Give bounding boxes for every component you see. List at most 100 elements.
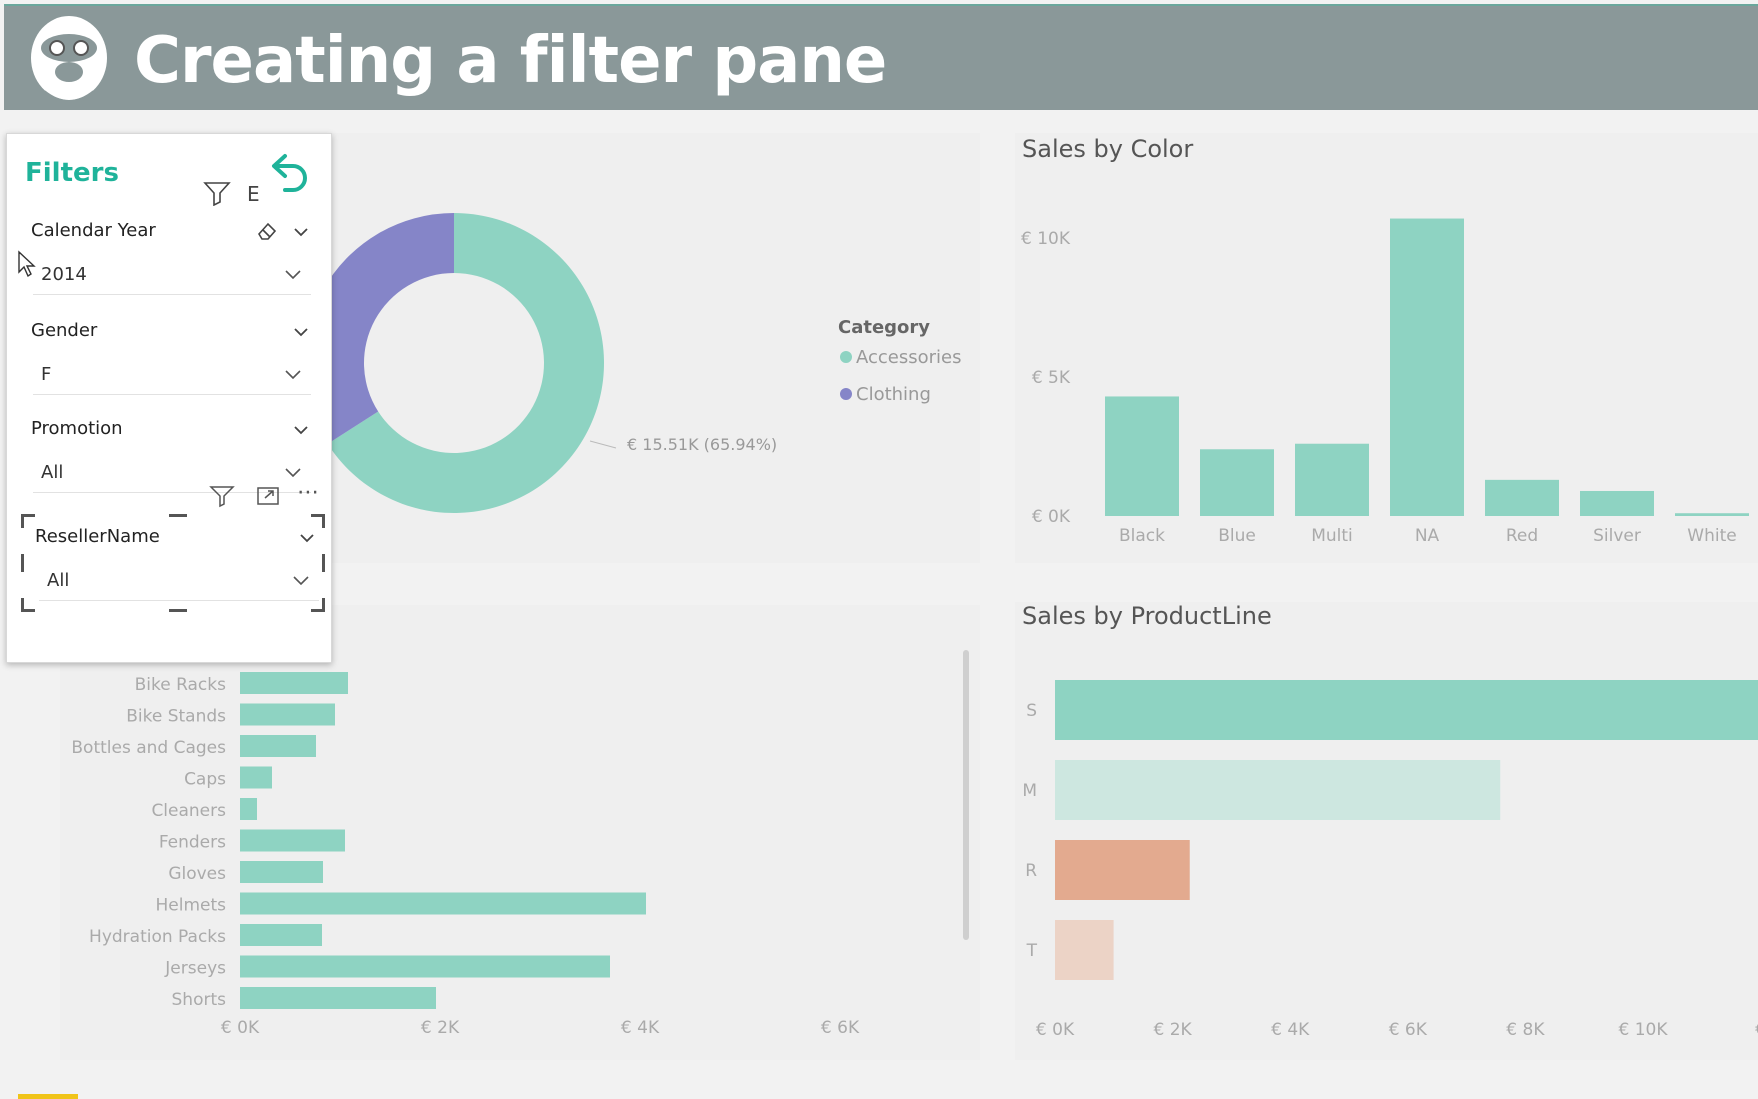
bar-shorts[interactable] (240, 987, 436, 1009)
more-options-icon[interactable]: ⋯ (297, 480, 320, 505)
bar-helmets[interactable] (240, 892, 646, 915)
filter-card-label: Promotion (31, 418, 123, 439)
dropdown-value: F (41, 364, 52, 385)
x-tick-label: White (1687, 526, 1736, 546)
bar-multi[interactable] (1295, 443, 1369, 516)
y-tick-label: Bike Stands (126, 707, 226, 727)
filter-card-gender[interactable]: Gender F (17, 310, 323, 398)
y-tick-label: Gloves (168, 864, 226, 884)
report-header: Creating a filter pane (4, 4, 1758, 110)
selection-corner[interactable] (322, 598, 325, 612)
resize-handle-left[interactable] (21, 554, 24, 572)
legend-dot-clothing (840, 388, 852, 400)
bar-black[interactable] (1105, 396, 1179, 516)
bar-na[interactable] (1390, 218, 1464, 516)
selection-corner[interactable] (311, 609, 325, 612)
bar-productline-r[interactable] (1055, 840, 1190, 900)
category-sales-chart[interactable]: Bike Racks Bike Stands Bottles and Cages Ca… (60, 605, 980, 1060)
resize-handle-top[interactable] (169, 514, 187, 517)
sales-by-productline-panel[interactable]: Sales by ProductLine S M R T € 0K € 2K € 4K € 6… (1015, 602, 1758, 1060)
funnel-icon[interactable] (203, 180, 231, 206)
bar-blue[interactable] (1200, 449, 1274, 516)
filter-card-calendar-year[interactable]: Calendar Year 2014 (17, 210, 323, 298)
y-tick-label: T (1026, 941, 1038, 961)
x-tick-label: € 10K (1619, 1020, 1669, 1040)
bar-gloves[interactable] (240, 861, 323, 883)
chevron-down-icon[interactable] (293, 224, 309, 240)
chevron-down-icon[interactable] (299, 530, 315, 546)
bar-white[interactable] (1675, 513, 1749, 516)
legend-item-clothing[interactable]: Clothing (840, 384, 931, 405)
chevron-down-icon (285, 270, 301, 280)
selection-corner[interactable] (21, 609, 35, 612)
legend-dot-accessories (840, 351, 852, 363)
partial-text: E (247, 182, 260, 206)
legend-item-accessories[interactable]: Accessories (840, 347, 962, 368)
x-tick-label: Red (1506, 526, 1538, 546)
donut-slice-clothing[interactable] (304, 213, 454, 444)
bar-caps[interactable] (240, 766, 272, 789)
promotion-dropdown[interactable]: All (33, 452, 311, 493)
filter-pane[interactable]: Filters E Calendar Year 2014 Gender F Pr… (6, 133, 332, 663)
gender-dropdown[interactable]: F (33, 354, 311, 395)
selection-corner[interactable] (21, 514, 35, 517)
bar-silver[interactable] (1580, 490, 1654, 516)
donut-data-label: € 15.51K (65.94%) (627, 435, 778, 454)
filter-card-promotion[interactable]: Promotion All (17, 408, 323, 496)
y-tick-label: R (1025, 861, 1037, 881)
bar-bike-racks[interactable] (240, 672, 348, 694)
x-tick-label: € 4K (621, 1018, 660, 1038)
undo-arrow-icon[interactable] (265, 152, 315, 202)
filter-card-reseller-name[interactable]: ResellerName All (21, 514, 331, 612)
x-tick-label: € 0K (1036, 1020, 1075, 1040)
dropdown-value: All (41, 462, 64, 483)
donut-panel[interactable]: € 15.51K (65.94%) Category Accessories C… (300, 133, 980, 563)
donut-chart[interactable] (300, 133, 980, 563)
bar-bottles-and-cages[interactable] (240, 735, 316, 757)
selection-corner[interactable] (322, 514, 325, 528)
eraser-icon[interactable] (255, 220, 279, 242)
calendar-year-dropdown[interactable]: 2014 (33, 254, 311, 295)
chevron-down-icon[interactable] (293, 324, 309, 340)
chevron-down-icon[interactable] (293, 422, 309, 438)
scrollbar[interactable] (963, 650, 969, 940)
resize-handle-right[interactable] (322, 554, 325, 572)
visual-filter-icon[interactable] (209, 484, 235, 508)
bar-productline-m[interactable] (1055, 760, 1501, 820)
x-tick-label: Silver (1593, 526, 1641, 546)
dropdown-value: 2014 (41, 264, 87, 285)
y-tick-label: Bike Racks (135, 675, 227, 695)
bar-hydration-packs[interactable] (240, 924, 322, 946)
reseller-name-dropdown[interactable]: All (39, 560, 319, 601)
focus-mode-icon[interactable] (255, 484, 281, 508)
filter-card-label: Calendar Year (31, 220, 156, 241)
bar-red[interactable] (1485, 479, 1559, 516)
selection-corner[interactable] (21, 598, 24, 612)
y-tick-label: Hydration Packs (89, 927, 226, 947)
sales-by-color-title: Sales by Color (1022, 135, 1194, 163)
mouse-cursor-icon (18, 250, 36, 278)
bar-bike-stands[interactable] (240, 703, 335, 726)
bar-productline-s[interactable] (1055, 680, 1758, 740)
y-tick-label: € 0K (1032, 507, 1071, 527)
bar-cleaners[interactable] (240, 798, 257, 820)
y-tick-label: Caps (184, 770, 226, 790)
sales-by-color-chart[interactable]: € 10K € 5K € 0K Black Blue Multi NA Red Silver Wh… (1015, 133, 1758, 563)
selection-corner[interactable] (311, 514, 325, 517)
sales-by-color-panel[interactable]: Sales by Color € 10K € 5K € 0K Black Blue Mul… (1015, 133, 1758, 563)
x-tick-label: € 2K (421, 1018, 460, 1038)
category-sales-panel[interactable]: Bike Racks Bike Stands Bottles and Cages Ca… (60, 605, 980, 1060)
x-tick-label: Multi (1311, 526, 1353, 546)
donut-slice-accessories[interactable] (327, 213, 604, 513)
y-tick-label: M (1022, 781, 1037, 801)
x-tick-label: € 6K (821, 1018, 860, 1038)
y-tick-label: € 10K (1021, 229, 1071, 249)
selection-corner[interactable] (21, 514, 24, 528)
chevron-down-icon (285, 370, 301, 380)
sales-by-productline-chart[interactable]: S M R T € 0K € 2K € 4K € 6K € 8K € 10K € (1015, 602, 1758, 1060)
bar-jerseys[interactable] (240, 955, 610, 978)
x-tick-label: € 4K (1271, 1020, 1310, 1040)
bar-fenders[interactable] (240, 829, 345, 852)
bar-productline-t[interactable] (1055, 920, 1114, 980)
resize-handle-bottom[interactable] (169, 609, 187, 612)
